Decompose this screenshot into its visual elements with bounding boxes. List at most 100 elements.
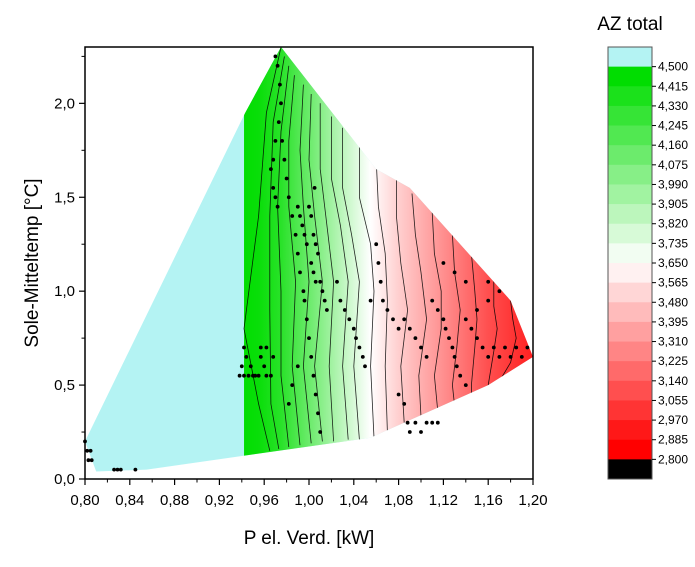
data-point [280,139,284,143]
data-points [83,54,530,472]
data-point [318,279,323,284]
data-point [269,373,273,378]
contour-line [243,47,282,451]
data-point [313,279,318,284]
contour-line [470,253,478,401]
colorbar-swatch [608,125,652,146]
data-point [503,345,507,350]
x-tick-label: 1,20 [518,492,547,509]
data-point [271,157,276,162]
colorbar-level-label: 3,480 [658,295,688,309]
data-point [313,392,318,397]
data-point [391,317,395,322]
colorbar-level-label: 3,310 [658,335,688,349]
data-point [407,326,412,331]
data-point [298,270,302,275]
contour-line [501,300,517,378]
colorbar-level-label: 3,055 [658,394,688,408]
data-point [452,270,457,275]
data-point [313,242,318,247]
data-point [376,261,381,265]
data-point [360,355,365,359]
data-point [497,289,502,294]
y-tick-label: 1,0 [54,283,75,300]
colorbar-level-label: 2,970 [658,413,688,427]
colorbar-swatch [608,105,652,126]
data-point [450,345,455,350]
data-point [248,364,253,369]
data-point [290,214,295,218]
data-point [312,186,317,190]
y-tick-label: 0,0 [54,471,75,488]
contour-region [85,47,533,472]
data-point [311,270,316,275]
x-tick-label: 1,04 [339,492,368,509]
contour-line [395,178,409,423]
x-tick-label: 1,00 [294,492,323,509]
x-tick-label: 1,16 [474,492,503,509]
data-point [374,242,379,247]
data-point [246,373,251,378]
data-point [469,326,474,331]
colorbar-level-label: 3,905 [658,197,688,211]
data-point [276,120,281,124]
data-point [300,223,305,228]
data-point [88,448,93,453]
data-point [256,373,261,378]
colorbar-level-label: 3,650 [658,256,688,270]
data-point [491,345,496,350]
data-point [443,326,448,331]
colorbar-level-label: 4,415 [658,79,688,93]
colorbar-level-label: 2,885 [658,433,688,447]
contour-line [319,103,335,442]
data-point [295,204,300,209]
data-point [435,308,440,312]
colorbar-swatch [608,380,652,401]
colorbar-swatch [608,86,652,107]
data-point [381,298,385,303]
colorbar-swatch [608,204,652,225]
colorbar-level-label: 3,395 [658,315,688,329]
data-point [480,345,485,350]
data-point [302,232,307,237]
contour-line [431,212,442,412]
data-point [311,373,316,378]
colorbar-swatch [608,439,652,460]
x-axis-title: P el. Verd. [kW] [244,528,375,549]
colorbar-swatch [608,263,652,284]
colorbar-level-label: 3,565 [658,276,688,290]
data-point [368,298,373,303]
data-point [278,82,282,87]
data-point [271,355,276,359]
x-tick-label: 0,84 [115,492,144,509]
data-point [424,355,429,359]
colorbar-level-label: 4,075 [658,158,688,172]
data-point [273,195,278,200]
contour-line [358,144,375,438]
colorbar-swatch [608,341,652,362]
data-point [295,251,300,256]
data-point [519,355,524,359]
data-point [396,326,401,331]
data-point [264,373,269,378]
colorbar-swatch [608,243,652,264]
colorbar-swatch [608,47,652,68]
data-point [441,317,446,322]
data-point [486,298,491,303]
contour-line [342,127,360,440]
data-point [275,204,280,209]
data-point [402,317,407,322]
data-point [286,402,291,406]
colorbar-level-label: 4,245 [658,119,688,133]
data-point [424,420,429,425]
data-point [486,279,491,284]
data-point [304,242,309,247]
data-point [244,355,249,359]
data-point [475,308,479,312]
data-point [325,308,329,312]
data-point [271,186,276,190]
data-point [463,317,468,322]
colorbar-swatch [608,420,652,441]
data-point [269,167,273,172]
